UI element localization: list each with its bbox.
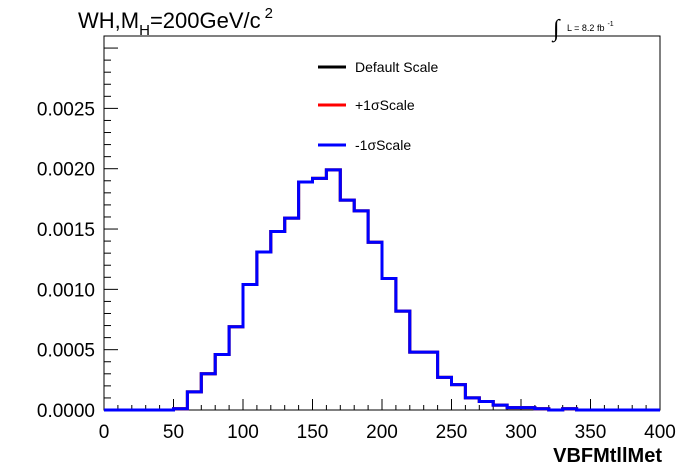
lumi-superscript: -1 xyxy=(607,21,613,28)
title-main: WH,M xyxy=(78,8,139,33)
title-rest: =200GeV/c xyxy=(150,8,261,33)
x-tick-label: 200 xyxy=(366,422,398,443)
series-line-1 xyxy=(104,168,660,412)
x-axis: 0 50 100 150 200 250 300 350 400 xyxy=(99,399,676,443)
title-subscript: H xyxy=(139,22,150,39)
legend-label: -1σScale xyxy=(355,137,411,153)
x-tick-label: 50 xyxy=(163,422,184,443)
y-tick-label: 0.0005 xyxy=(37,341,95,362)
y-tick-label: 0.0015 xyxy=(37,220,95,241)
x-tick-label: 150 xyxy=(297,422,329,443)
x-tick-label: 350 xyxy=(575,422,607,443)
lumi-label: L = 8.2 fb -1 xyxy=(567,21,614,33)
title-superscript: 2 xyxy=(265,5,273,22)
x-axis-label: VBFMtllMet xyxy=(553,445,662,467)
legend-label: +1σScale xyxy=(355,97,415,113)
plot-title: WH,MH=200GeV/c 2 xyxy=(78,5,273,39)
y-tick-label: 0.0020 xyxy=(37,160,95,181)
y-tick-label: 0.0000 xyxy=(37,401,95,422)
plot-frame xyxy=(103,35,661,411)
lumi-text: L = 8.2 fb xyxy=(567,23,604,33)
lumi-integral: ∫ xyxy=(551,16,561,43)
y-axis: 0.0000 0.0005 0.0010 0.0015 0.0020 0.0025 xyxy=(37,35,118,422)
x-tick-label: 400 xyxy=(644,422,676,443)
x-tick-label: 250 xyxy=(436,422,468,443)
y-tick-label: 0.0025 xyxy=(37,99,95,120)
x-tick-label: 300 xyxy=(505,422,537,443)
x-tick-label: 100 xyxy=(227,422,259,443)
x-tick-label: 0 xyxy=(99,422,110,443)
series-layer xyxy=(104,168,660,412)
series-line-0 xyxy=(104,168,660,412)
y-tick-label: 0.0010 xyxy=(37,280,95,301)
series-line-2 xyxy=(104,168,660,412)
legend: Default Scale +1σScale -1σScale xyxy=(318,59,438,153)
legend-label: Default Scale xyxy=(355,59,438,75)
